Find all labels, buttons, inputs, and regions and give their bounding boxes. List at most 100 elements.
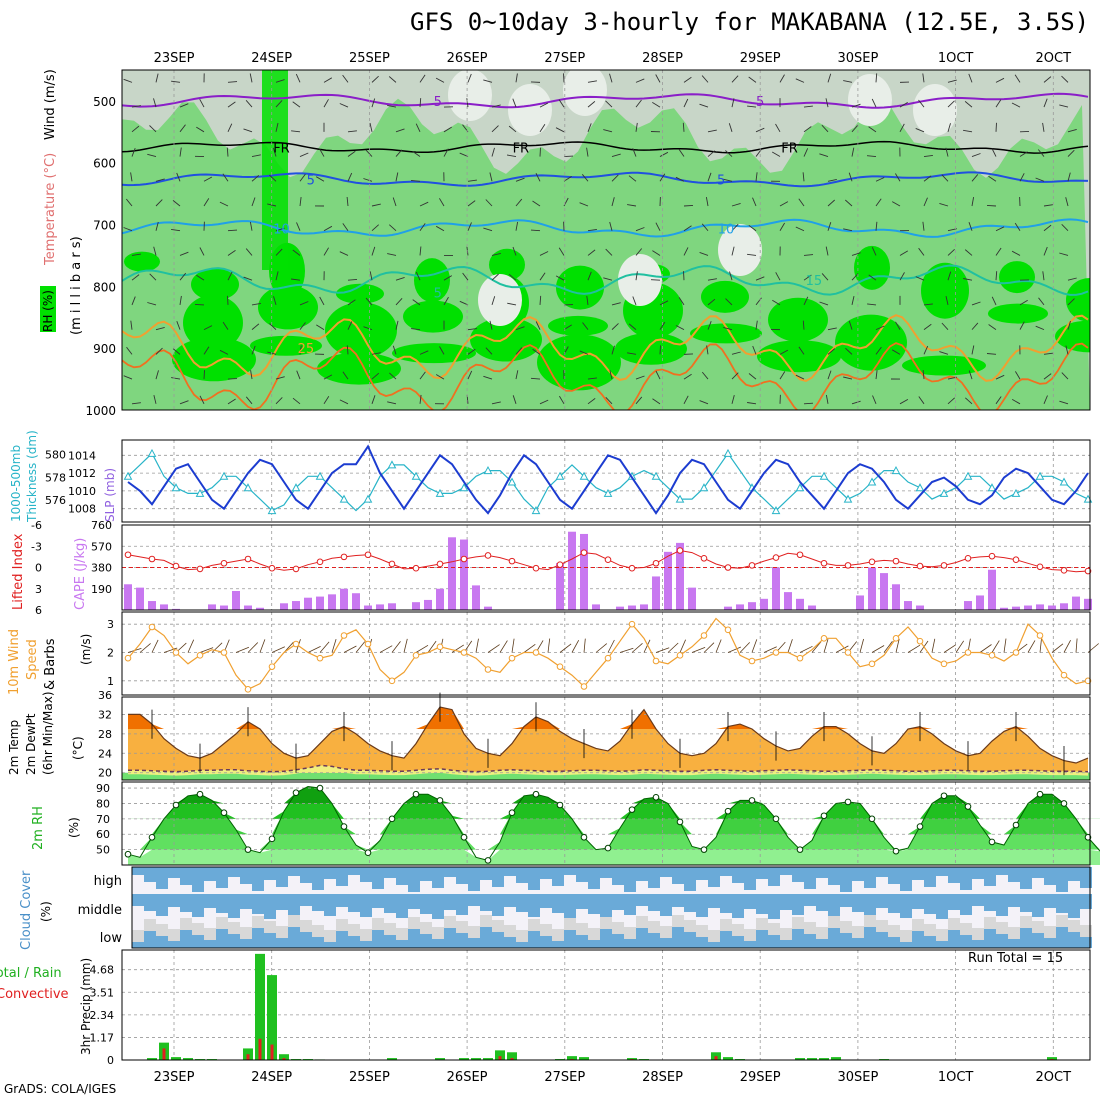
wind-barb [123,227,133,232]
contour-temp-27 [122,342,1089,410]
cloud-low-grey [276,926,288,938]
wind-barb [323,247,329,256]
wind10-marker [1012,649,1020,656]
wind-barb [803,402,814,405]
cape-bar [736,604,744,610]
wind-barb [1015,371,1021,380]
wind-barb [155,178,165,182]
wind-barb [923,175,932,182]
cloud-middle [240,894,252,909]
wind-barb [299,197,302,207]
wind10-marker [1036,632,1044,639]
wind-barb [707,129,717,133]
wind-barb [299,301,309,306]
wind-barb [292,101,301,108]
cloud-high [888,867,900,884]
cloud-middle [432,894,444,919]
cloud-high [624,867,636,892]
cloud-low [132,942,144,948]
cape-bar [448,537,456,610]
wind-barb [443,126,452,133]
cloud-low [876,932,888,948]
wind-barb [699,251,709,256]
rh-blob [403,300,463,333]
contour-label: 5 [434,95,442,110]
li-marker [1060,567,1068,574]
thickness-marker [339,494,349,503]
precip-total-bar [183,1058,193,1060]
wind-barb [1035,177,1045,182]
wind-barb [947,123,951,132]
cloud-low [444,928,456,948]
wind-barb [971,322,979,330]
wind-barb [922,370,925,380]
cloud-middle [936,894,948,919]
wind-barb-10m [655,647,670,653]
cloud-low [744,941,756,948]
wind-barb [963,278,973,281]
thickness-marker [531,506,541,515]
cape-bar [628,605,636,610]
rh-blob [1066,277,1090,322]
wind-barb [995,226,1005,232]
wind-barb [275,227,285,232]
wind-barb [346,345,349,355]
rh2m-marker [508,809,516,816]
cloud-low [1056,927,1068,948]
cloud-high [588,867,600,889]
cloud-high [984,867,996,886]
wind-barb-10m [1063,640,1071,653]
thickness-marker [579,471,589,480]
rh2m-marker [172,801,180,809]
li-marker [580,549,588,556]
wind-barb [292,397,301,405]
wind-barb [995,247,1002,256]
wind-barb [1043,373,1052,380]
cloud-high [1068,867,1080,881]
wind-barb [968,222,973,231]
cloud-high [1032,867,1044,878]
thickness-marker [603,488,613,497]
li-marker [124,551,132,559]
cape-bar [304,597,312,610]
cloud-middle [984,894,996,911]
cloud-middle [612,894,624,910]
wind-barb [507,154,517,157]
cloud-high [504,867,516,876]
rh-blob [172,337,256,382]
dewpoint-fill-2 [128,769,1088,776]
cloud-middle [948,894,960,910]
ylabel-wind: Wind (m/s) [43,69,58,140]
wind-barb [443,275,453,281]
cloud-high [672,867,684,884]
chart-title: GFS 0~10day 3-hourly for MAKABANA (12.5E… [410,8,1090,36]
cloud-middle [192,894,204,917]
cloud-middle [1044,894,1056,908]
cloud-middle [300,894,312,906]
ylabel-temp-unit: (°C) [71,736,85,760]
wind-barb [203,346,210,355]
cloud-middle [312,894,324,911]
wind-barb [539,399,549,405]
wind-barb [299,152,309,157]
rh-blob [902,355,986,376]
li-marker [652,559,660,567]
wind-barb [915,127,925,133]
ylabel-thickness-2: Thickness (dm) [25,430,39,523]
cloud-low [624,939,636,948]
cloud-low-grey [972,928,984,940]
li-marker [796,551,804,559]
cloud-middle [552,894,564,913]
wind-barb-10m [1039,638,1042,653]
wind-barb [347,150,356,157]
wind-barb [363,178,373,182]
wind-barb-10m [1075,638,1078,653]
ylabel-precip: 3hr Precip (mm) [79,958,93,1055]
contour-label: 5 [434,287,442,302]
cloud-low-grey [300,920,312,932]
wind-barb [515,73,518,83]
wind10-marker [460,649,468,656]
wind-barb [947,79,957,83]
rh2m-marker [340,823,348,830]
